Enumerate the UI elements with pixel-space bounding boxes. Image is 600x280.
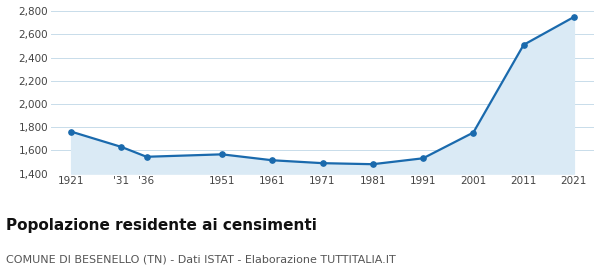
Text: Popolazione residente ai censimenti: Popolazione residente ai censimenti <box>6 218 317 234</box>
Text: COMUNE DI BESENELLO (TN) - Dati ISTAT - Elaborazione TUTTITALIA.IT: COMUNE DI BESENELLO (TN) - Dati ISTAT - … <box>6 255 396 265</box>
